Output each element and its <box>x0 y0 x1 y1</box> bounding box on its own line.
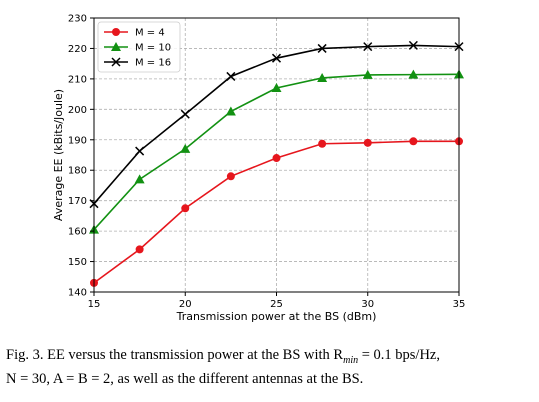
y-tick-label: 190 <box>68 135 87 146</box>
ticks: 15 20 25 30 35 140 150 160 170 180 190 200 210 220 230 <box>68 14 465 311</box>
data-point-stroke <box>408 40 418 50</box>
data-point <box>225 106 236 116</box>
legend-label: M = 10 <box>135 43 171 54</box>
y-tick-label: 180 <box>68 166 87 177</box>
data-point <box>180 143 191 153</box>
data-point <box>271 53 282 63</box>
y-tick-label: 140 <box>68 288 87 299</box>
data-point <box>181 204 190 213</box>
y-tick-label: 230 <box>68 14 87 25</box>
data-point <box>409 137 418 146</box>
x-tick-label: 25 <box>270 299 283 310</box>
data-point <box>272 154 281 163</box>
caption-text-1: Fig. 3. EE versus the transmission power… <box>6 347 344 363</box>
chart: 15 20 25 30 35 140 150 160 170 180 190 200 210 220 230… <box>52 14 465 324</box>
caption-line-1: Fig. 3. EE versus the transmission power… <box>6 346 536 370</box>
x-axis-label: Transmission power at the BS (dBm) <box>176 310 377 323</box>
legend-marker-stroke <box>111 57 121 67</box>
data-point <box>135 146 145 156</box>
data-point-stroke <box>363 42 373 52</box>
legend-entry-0: M = 4 <box>104 28 165 39</box>
data-point <box>180 109 190 119</box>
data-point <box>408 40 418 50</box>
legend-label: M = 4 <box>135 28 165 39</box>
caption-subscript: min <box>343 354 359 366</box>
series-line <box>93 73 460 231</box>
x-tick-label: 15 <box>88 299 101 310</box>
data-point-stroke <box>135 146 145 156</box>
y-tick-label: 210 <box>68 74 87 85</box>
legend-entry-2: M = 16 <box>104 57 171 69</box>
caption-text-1-tail: = 0.1 bps/Hz, <box>358 347 440 363</box>
data-point <box>362 69 373 79</box>
data-point-stroke <box>317 43 327 53</box>
y-tick-label: 220 <box>68 44 87 55</box>
data-point <box>226 172 235 181</box>
data-point <box>318 139 327 148</box>
x-tick-label: 30 <box>361 299 374 310</box>
data-point <box>135 245 144 254</box>
data-point <box>363 42 373 52</box>
legend-label: M = 16 <box>135 58 171 69</box>
x-tick-label: 20 <box>179 299 192 310</box>
series-2 <box>89 40 464 209</box>
caption-line-2: N = 30, A = B = 2, as well as the differ… <box>6 370 364 387</box>
x-tick-label: 35 <box>453 299 466 310</box>
y-tick-label: 200 <box>68 105 87 116</box>
data-point-stroke <box>226 71 236 81</box>
data-point-stroke <box>271 53 282 63</box>
data-point-stroke <box>180 109 190 119</box>
data-point <box>317 43 327 53</box>
data-point <box>317 72 328 82</box>
legend-marker <box>111 42 121 51</box>
data-point <box>408 69 419 79</box>
data-point <box>226 71 236 81</box>
legend: M = 4 M = 10 M = 16 <box>97 21 181 73</box>
figure-caption: Fig. 3. EE versus the transmission power… <box>6 346 536 389</box>
data-point <box>134 174 145 184</box>
y-tick-label: 160 <box>68 227 87 238</box>
y-tick-label: 150 <box>68 257 87 268</box>
legend-marker <box>111 57 121 67</box>
y-axis-label: Average EE (kBits/Joule) <box>52 89 65 221</box>
series-1 <box>89 69 464 234</box>
legend-marker <box>112 28 120 36</box>
legend-entry-1: M = 10 <box>104 42 171 54</box>
data-point <box>271 83 282 93</box>
y-tick-label: 170 <box>68 196 87 207</box>
data-point <box>363 138 372 147</box>
